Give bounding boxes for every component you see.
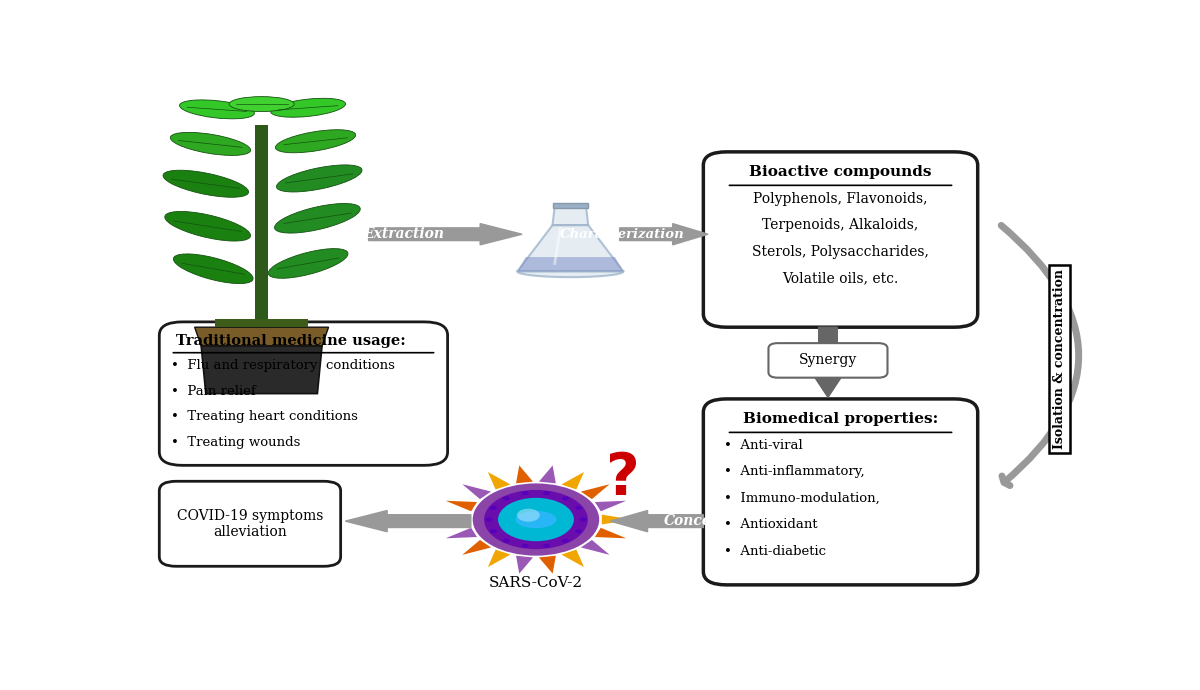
Circle shape — [575, 529, 582, 533]
Circle shape — [503, 539, 510, 543]
Polygon shape — [517, 271, 623, 277]
Ellipse shape — [173, 254, 253, 284]
Polygon shape — [488, 550, 510, 567]
Text: •  Immuno-modulation,: • Immuno-modulation, — [724, 492, 880, 505]
Polygon shape — [517, 225, 623, 271]
Polygon shape — [581, 540, 610, 555]
Ellipse shape — [269, 248, 348, 278]
Text: •  Treating heart conditions: • Treating heart conditions — [172, 410, 359, 423]
Text: •  Anti-inflammatory,: • Anti-inflammatory, — [724, 465, 864, 478]
FancyBboxPatch shape — [160, 482, 341, 566]
Polygon shape — [539, 555, 556, 573]
Circle shape — [562, 539, 569, 543]
Polygon shape — [346, 511, 470, 532]
Circle shape — [490, 529, 497, 533]
Text: Synergy: Synergy — [799, 353, 857, 367]
Circle shape — [473, 484, 599, 555]
Ellipse shape — [275, 204, 360, 233]
Ellipse shape — [229, 97, 294, 112]
Polygon shape — [581, 484, 610, 499]
Polygon shape — [202, 346, 322, 393]
Circle shape — [484, 490, 588, 549]
Text: Isolation & concentration: Isolation & concentration — [1054, 269, 1066, 449]
Circle shape — [503, 496, 510, 500]
Polygon shape — [445, 528, 478, 538]
Text: Biomedical properties:: Biomedical properties: — [743, 412, 938, 426]
Text: COVID-19 symptoms
alleviation: COVID-19 symptoms alleviation — [176, 509, 323, 539]
Polygon shape — [562, 472, 584, 489]
Circle shape — [544, 544, 550, 548]
FancyBboxPatch shape — [768, 343, 888, 377]
Text: Terpenoids, Alkaloids,: Terpenoids, Alkaloids, — [762, 218, 919, 233]
Text: Extraction: Extraction — [362, 227, 444, 242]
Ellipse shape — [515, 511, 557, 529]
FancyBboxPatch shape — [703, 399, 978, 585]
Ellipse shape — [276, 130, 355, 152]
Polygon shape — [595, 501, 626, 511]
Text: •  Antioxidant: • Antioxidant — [724, 518, 817, 531]
Polygon shape — [562, 550, 584, 567]
Polygon shape — [601, 515, 632, 524]
Ellipse shape — [271, 98, 346, 117]
Polygon shape — [619, 224, 708, 245]
Text: Conceive: Conceive — [664, 514, 733, 528]
Polygon shape — [488, 472, 510, 489]
Polygon shape — [552, 206, 588, 225]
Text: Volatile oils, etc.: Volatile oils, etc. — [782, 271, 899, 286]
Circle shape — [580, 518, 587, 522]
Text: •  Anti-diabetic: • Anti-diabetic — [724, 545, 826, 558]
Polygon shape — [812, 327, 844, 397]
Polygon shape — [539, 466, 556, 483]
Text: •  Anti-viral: • Anti-viral — [724, 439, 803, 452]
Ellipse shape — [164, 211, 251, 241]
Polygon shape — [516, 555, 533, 573]
Circle shape — [575, 506, 582, 510]
Text: •  Pain relief: • Pain relief — [172, 384, 256, 397]
Text: ?: ? — [606, 450, 640, 507]
Polygon shape — [462, 540, 491, 555]
Polygon shape — [462, 484, 491, 499]
FancyBboxPatch shape — [703, 152, 978, 327]
Text: Traditional medicine usage:: Traditional medicine usage: — [176, 333, 406, 348]
Circle shape — [485, 518, 492, 522]
Text: •  Flu and respiratory  conditions: • Flu and respiratory conditions — [172, 359, 395, 372]
Circle shape — [522, 544, 529, 548]
Polygon shape — [445, 501, 478, 511]
Text: •  Treating wounds: • Treating wounds — [172, 435, 301, 448]
Polygon shape — [440, 515, 470, 524]
Polygon shape — [256, 126, 268, 319]
Ellipse shape — [170, 132, 251, 155]
Text: Polyphenols, Flavonoids,: Polyphenols, Flavonoids, — [754, 192, 928, 206]
FancyBboxPatch shape — [160, 322, 448, 465]
Circle shape — [522, 491, 529, 495]
Polygon shape — [215, 319, 308, 327]
Polygon shape — [516, 466, 533, 483]
Text: SARS-CoV-2: SARS-CoV-2 — [488, 576, 583, 590]
Text: Characterization: Characterization — [559, 228, 684, 241]
Ellipse shape — [276, 165, 362, 192]
Ellipse shape — [163, 170, 248, 197]
Polygon shape — [194, 327, 329, 346]
Polygon shape — [611, 511, 703, 532]
Text: Sterols, Polysaccharides,: Sterols, Polysaccharides, — [752, 245, 929, 259]
Polygon shape — [595, 528, 626, 538]
Polygon shape — [517, 257, 623, 271]
Circle shape — [498, 498, 574, 541]
Text: Bioactive compounds: Bioactive compounds — [749, 165, 931, 179]
FancyBboxPatch shape — [552, 203, 588, 208]
Circle shape — [517, 509, 540, 522]
Circle shape — [544, 491, 550, 495]
Circle shape — [562, 496, 569, 500]
Polygon shape — [368, 224, 522, 245]
Ellipse shape — [180, 100, 254, 119]
Circle shape — [490, 506, 497, 510]
